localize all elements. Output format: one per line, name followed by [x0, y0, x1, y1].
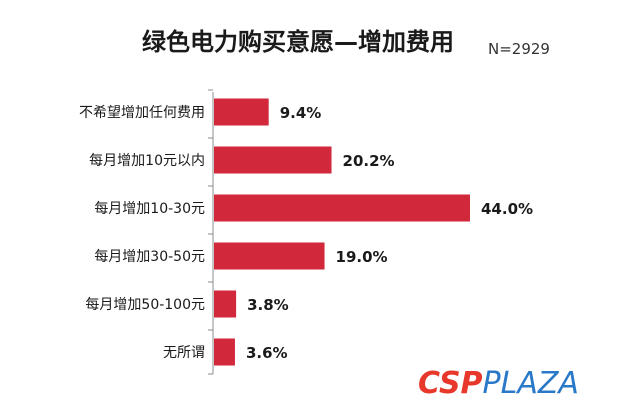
- bar-value-label: 3.8%: [247, 296, 289, 314]
- bar: [214, 338, 235, 366]
- category-label: 无所谓: [163, 345, 205, 361]
- category-label: 每月增加50-100元: [85, 297, 205, 313]
- logo-csp-text: CSP: [418, 366, 483, 401]
- bar: [214, 290, 237, 318]
- chart-subtitle: N=2929: [488, 40, 550, 58]
- category-label: 每月增加10元以内: [89, 153, 205, 169]
- bar: [214, 242, 325, 270]
- category-label: 每月增加30-50元: [94, 249, 205, 265]
- bar-value-label: 9.4%: [280, 104, 322, 122]
- category-label: 每月增加10-30元: [94, 201, 205, 217]
- bar-value-label: 20.2%: [343, 152, 395, 170]
- bar: [214, 194, 470, 222]
- bar: [214, 98, 269, 126]
- bar-value-label: 19.0%: [336, 248, 388, 266]
- bar-value-label: 3.6%: [246, 344, 288, 362]
- bar: [214, 146, 332, 174]
- chart-title: 绿色电力购买意愿—增加费用: [142, 28, 454, 56]
- bar-value-label: 44.0%: [481, 200, 533, 218]
- category-label: 不希望增加任何费用: [79, 105, 205, 121]
- logo-plaza-text: PLAZA: [482, 366, 579, 401]
- csp-plaza-logo: CSPPLAZA: [418, 366, 579, 401]
